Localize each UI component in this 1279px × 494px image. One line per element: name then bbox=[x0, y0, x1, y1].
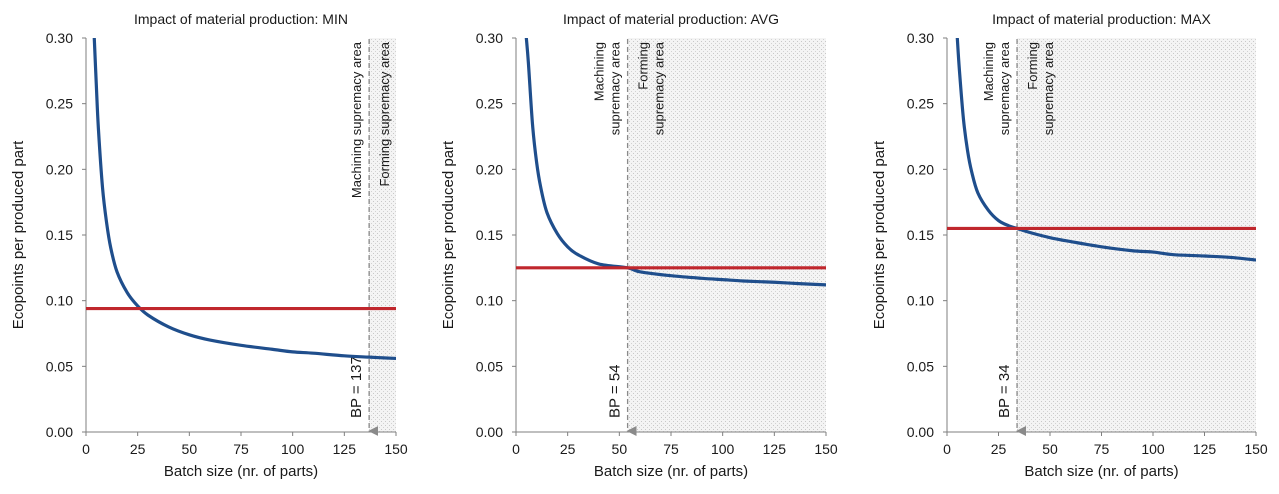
chart-panel-1: Impact of material production: MIN 0.00 0.… bbox=[10, 11, 408, 480]
y-tick-label: 0.20 bbox=[46, 161, 73, 177]
y-axis-title: Ecopoints per produced part bbox=[440, 140, 457, 329]
y-tick-label: 0.00 bbox=[907, 424, 934, 440]
x-tick-label: 50 bbox=[182, 441, 198, 457]
y-tick-label: 0.00 bbox=[46, 424, 73, 440]
x-tick-label: 150 bbox=[384, 441, 408, 457]
x-axis-title: Batch size (nr. of parts) bbox=[594, 463, 748, 480]
machining-area-label: Machining bbox=[592, 42, 607, 101]
machining-area-label: Machining supremacy area bbox=[349, 41, 364, 198]
x-tick-label: 25 bbox=[560, 441, 576, 457]
breakpoint-label: BP = 137 bbox=[348, 356, 365, 418]
y-tick-label: 0.30 bbox=[476, 30, 503, 46]
y-tick-label: 0.05 bbox=[46, 358, 73, 374]
x-tick-label: 0 bbox=[512, 441, 520, 457]
machining-curve bbox=[955, 38, 1256, 262]
y-tick-label: 0.05 bbox=[476, 358, 503, 374]
x-tick-label: 100 bbox=[1141, 441, 1165, 457]
x-tick-label: 25 bbox=[130, 441, 146, 457]
machining-area-label: supremacy area bbox=[608, 41, 623, 135]
x-axis-title: Batch size (nr. of parts) bbox=[164, 463, 318, 480]
machining-area-label: Machining bbox=[981, 42, 996, 101]
y-tick-label: 0.15 bbox=[907, 227, 934, 243]
y-tick-label: 0.10 bbox=[476, 293, 503, 309]
x-tick-label: 125 bbox=[763, 441, 787, 457]
chart-title: Impact of material production: MIN bbox=[134, 11, 348, 27]
forming-area-label: Forming bbox=[1025, 42, 1040, 90]
y-tick-label: 0.00 bbox=[476, 424, 503, 440]
machining-area-label: supremacy area bbox=[997, 41, 1012, 135]
y-tick-label: 0.25 bbox=[46, 96, 73, 112]
x-tick-label: 75 bbox=[233, 441, 249, 457]
chart-title: Impact of material production: MAX bbox=[992, 11, 1211, 27]
forming-area-label: Forming bbox=[636, 42, 651, 90]
y-axis-title: Ecopoints per produced part bbox=[871, 140, 888, 329]
y-tick-label: 0.15 bbox=[476, 227, 503, 243]
x-tick-label: 0 bbox=[943, 441, 951, 457]
y-tick-label: 0.25 bbox=[476, 96, 503, 112]
series-group bbox=[947, 38, 1256, 262]
x-axis-title: Batch size (nr. of parts) bbox=[1024, 463, 1178, 480]
y-tick-label: 0.10 bbox=[907, 293, 934, 309]
forming-area-shading bbox=[1017, 38, 1256, 432]
machining-curve bbox=[92, 38, 396, 361]
chart-panel-2: Impact of material production: AVG 0.00 0.… bbox=[440, 11, 838, 480]
forming-area-label: Forming supremacy area bbox=[377, 41, 392, 186]
x-tick-label: 125 bbox=[1193, 441, 1217, 457]
y-tick-label: 0.20 bbox=[907, 161, 934, 177]
chart-panel-3: Impact of material production: MAX 0.00 0.… bbox=[871, 11, 1268, 480]
breakpoint-label: BP = 54 bbox=[607, 364, 624, 418]
x-tick-label: 0 bbox=[82, 441, 90, 457]
series-group bbox=[86, 38, 396, 361]
forming-area-label: supremacy area bbox=[1041, 41, 1056, 135]
y-tick-label: 0.25 bbox=[907, 96, 934, 112]
y-tick-label: 0.30 bbox=[46, 30, 73, 46]
forming-area-label: supremacy area bbox=[652, 41, 667, 135]
y-tick-label: 0.05 bbox=[907, 358, 934, 374]
y-tick-label: 0.20 bbox=[476, 161, 503, 177]
y-tick-label: 0.30 bbox=[907, 30, 934, 46]
series-group bbox=[516, 38, 826, 287]
x-tick-label: 50 bbox=[1042, 441, 1058, 457]
y-tick-label: 0.15 bbox=[46, 227, 73, 243]
y-tick-label: 0.10 bbox=[46, 293, 73, 309]
x-tick-label: 75 bbox=[663, 441, 679, 457]
forming-area-shading bbox=[627, 38, 826, 432]
x-tick-label: 100 bbox=[281, 441, 305, 457]
x-tick-label: 150 bbox=[814, 441, 838, 457]
x-tick-label: 25 bbox=[991, 441, 1007, 457]
x-tick-label: 50 bbox=[612, 441, 628, 457]
x-tick-label: 150 bbox=[1244, 441, 1268, 457]
x-tick-label: 125 bbox=[333, 441, 357, 457]
breakpoint-label: BP = 34 bbox=[996, 364, 1013, 418]
y-axis-title: Ecopoints per produced part bbox=[10, 140, 27, 329]
machining-curve bbox=[524, 38, 826, 287]
chart-title: Impact of material production: AVG bbox=[563, 11, 779, 27]
x-tick-label: 75 bbox=[1094, 441, 1110, 457]
x-tick-label: 100 bbox=[711, 441, 735, 457]
forming-area-shading bbox=[369, 38, 396, 432]
